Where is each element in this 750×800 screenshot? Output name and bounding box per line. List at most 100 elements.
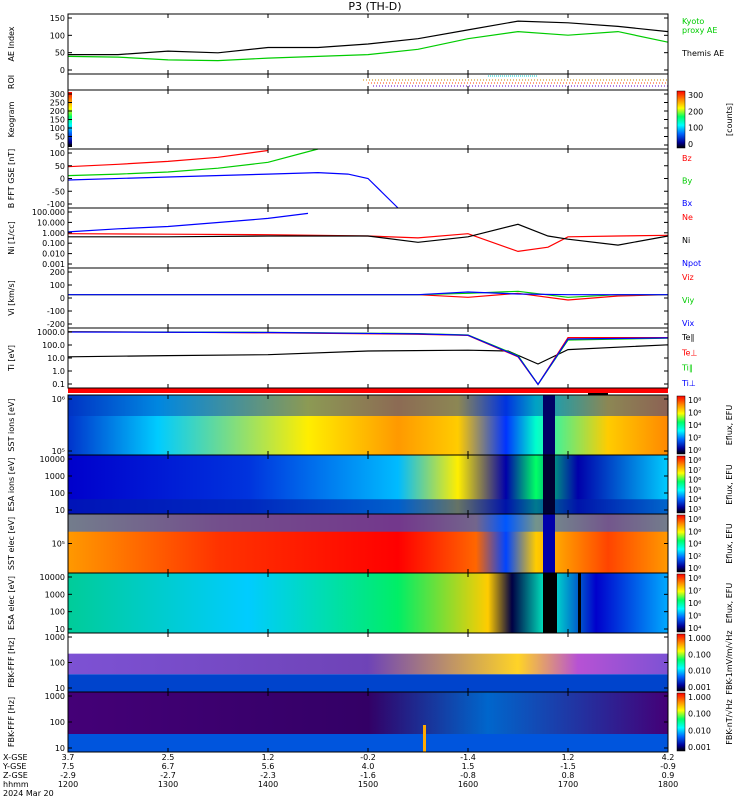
series-line-bfield-Bz [67, 149, 269, 168]
ytick-keogram: 0 [60, 141, 65, 150]
ylabel-bfield: B FFT GSE [nT] [7, 149, 16, 209]
footer-row-label: Z-GSE [3, 771, 28, 780]
legend-velocity: Viz [682, 273, 694, 282]
ytick-esa_i: 10000 [40, 455, 65, 464]
cbar-tick-keogram: 0 [688, 140, 693, 149]
cbar-tick-esa_e: 10⁶ [688, 599, 701, 608]
cbar-tick-esa_i: 10⁶ [688, 476, 701, 485]
footer-value-x: -0.2 [360, 753, 376, 762]
footer-value-y: -1.5 [560, 762, 576, 771]
ytick-esa_e: 10000 [40, 573, 65, 582]
cbar-tick-esa_i: 10⁴ [688, 495, 701, 504]
ytick-temperature: 1.0 [52, 367, 65, 376]
footer-value-y: 5.6 [262, 762, 275, 771]
ylabel-sst_i: SST ions [eV] [7, 398, 16, 451]
ylabel-esa_e: ESA elec [eV] [7, 576, 16, 630]
ylabel-keogram: Keogram [7, 101, 16, 137]
cbar-tick-fbk2: 0.010 [688, 726, 711, 735]
legend-ae: Kyoto [682, 17, 704, 26]
cbar-tick-sst_i: 10⁰ [688, 446, 701, 455]
ytick-density: 0.100 [42, 239, 65, 248]
series-line-temperature-Ti [67, 331, 669, 386]
ylabel-velocity: Vi [km/s] [7, 280, 16, 316]
ytick-fbk1: 1000 [45, 633, 65, 642]
footer-value-z: 0.9 [662, 771, 675, 780]
cbar-label-fbk2: FBK-nT/√Hz [725, 699, 734, 744]
ylabel-density: Ni [1/cc] [7, 221, 16, 255]
legend-velocity: Viy [682, 296, 695, 305]
footer-value-y: -0.9 [660, 762, 676, 771]
ytick-bfield: -100 [47, 200, 65, 209]
cbar-tick-fbk2: 1.000 [688, 693, 711, 702]
cbar-tick-sst_e: 10⁸ [688, 515, 701, 524]
cbar-label-fbk1: FBK-1mV/m/√Hz [725, 630, 734, 694]
footer-value-z: -1.6 [360, 771, 376, 780]
series-line-bfield-By [67, 148, 319, 177]
legend-density: Npot [682, 259, 701, 268]
cbar-tick-keogram: 100 [688, 124, 703, 133]
footer-row-label: 2024 Mar 20 [3, 789, 54, 798]
footer-value-z: -2.3 [260, 771, 276, 780]
series-line-temperature-Ti [67, 331, 669, 386]
series-line-velocity-Vix [68, 291, 668, 296]
series-line-temperature-Te [67, 344, 669, 365]
ytick-density: 0.001 [42, 260, 65, 269]
series-line-density-Npot [67, 212, 309, 233]
ylabel-sst_e: SST elec [eV] [7, 517, 16, 570]
cbar-tick-sst_e: 10⁰ [688, 564, 701, 573]
ytick-fbk2: 10 [55, 744, 65, 753]
legend-temperature: Te⊥ [681, 348, 697, 357]
ytick-keogram: 200 [50, 107, 65, 116]
cbar-tick-sst_i: 10⁶ [688, 409, 701, 418]
ylabel-temperature: Ti [eV] [7, 345, 16, 372]
ytick-temperature: 10.0 [47, 354, 65, 363]
cbar-tick-sst_e: 10⁶ [688, 527, 701, 536]
ytick-bfield: 100 [50, 149, 65, 158]
footer-value-z: -0.8 [460, 771, 476, 780]
ytick-esa_e: 1000 [45, 590, 65, 599]
ylabel-ae: AE Index [7, 26, 16, 61]
cbar-tick-esa_i: 10⁵ [688, 485, 701, 494]
cbar-label-keogram: [counts] [725, 103, 734, 136]
footer-row-label: Y-GSE [2, 762, 26, 771]
ytick-fbk1: 100 [50, 659, 65, 668]
cbar-tick-sst_i: 10⁸ [688, 396, 701, 405]
cbar-tick-esa_e: 10⁵ [688, 612, 701, 621]
legend-ae: Themis AE [681, 49, 724, 58]
footer-value-y: 7.5 [62, 762, 75, 771]
footer-value-x: 1.2 [262, 753, 275, 762]
cbar-tick-fbk2: 0.001 [688, 743, 711, 752]
ytick-ae: 150 [50, 14, 65, 23]
ytick-esa_i: 1000 [45, 472, 65, 481]
footer-value-y: 6.7 [162, 762, 175, 771]
ytick-ae: 100 [50, 31, 65, 40]
plot-title: P3 (TH-D) [348, 0, 402, 13]
cbar-tick-sst_i: 10⁴ [688, 421, 701, 430]
footer-value-x: -1.4 [460, 753, 476, 762]
cbar-tick-keogram: 200 [688, 107, 703, 116]
ylabel-fbk2: FBK-FFF [Hz] [7, 697, 16, 747]
footer-value-t: 1300 [158, 780, 178, 789]
footer-row-label: X-GSE [3, 753, 28, 762]
footer-value-t: 1200 [58, 780, 78, 789]
panel-density [67, 207, 669, 269]
cbar-tick-esa_e: 10⁸ [688, 574, 701, 583]
ytick-esa_i: 10 [55, 506, 65, 515]
cbar-tick-fbk1: 0.001 [688, 683, 711, 692]
panel-velocity [67, 267, 669, 329]
cbar-label-sst_e: Eflux, EFU [725, 523, 734, 564]
ytick-fbk1: 10 [55, 684, 65, 693]
cbar-tick-sst_e: 10² [688, 552, 701, 561]
series-line-ae-KyotoproxyAE [67, 30, 669, 62]
ytick-velocity: 0 [60, 294, 65, 303]
footer-value-t: 1800 [658, 780, 678, 789]
footer-value-x: 2.5 [162, 753, 175, 762]
ytick-density: 1.000 [42, 229, 65, 238]
ytick-bfield: 0 [60, 175, 65, 184]
footer-row-label: hhmm [3, 780, 29, 789]
ytick-keogram: 50 [55, 133, 65, 142]
footer-value-z: -2.7 [160, 771, 176, 780]
ytick-keogram: 150 [50, 116, 65, 125]
cbar-label-esa_i: Eflux, EFU [725, 464, 734, 505]
ytick-temperature: 1000.0 [37, 328, 65, 337]
